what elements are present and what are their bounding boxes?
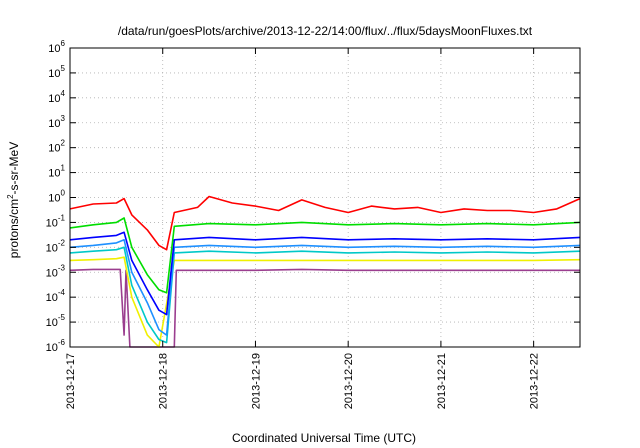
y-tick-exp: 3 bbox=[61, 114, 66, 123]
y-tick-label: 10-6 bbox=[46, 338, 66, 354]
x-tick-label: 2013-12-21 bbox=[436, 353, 448, 409]
y-tick-base: 10 bbox=[48, 68, 60, 80]
y-tick-label: 105 bbox=[48, 64, 65, 80]
y-tick-exp: 6 bbox=[61, 39, 66, 48]
y-tick-base: 10 bbox=[46, 342, 58, 354]
y-tick-label: 10-5 bbox=[46, 313, 66, 329]
series-line-5 bbox=[69, 256, 581, 348]
series-lines bbox=[69, 195, 581, 348]
x-tick-label: 2013-12-19 bbox=[250, 353, 262, 409]
y-tick-base: 10 bbox=[46, 217, 58, 229]
series-line-4 bbox=[69, 246, 581, 344]
x-tick-label: 2013-12-22 bbox=[529, 353, 541, 409]
y-tick-base: 10 bbox=[48, 193, 60, 205]
y-tick-base: 10 bbox=[48, 43, 60, 55]
y-axis-label-after: -s-sr-MeV bbox=[7, 142, 21, 195]
y-tick-exp: 2 bbox=[61, 139, 66, 148]
y-axis-label: protons/cm2-s-sr-MeV bbox=[6, 142, 21, 258]
y-tick-base: 10 bbox=[48, 168, 60, 180]
y-tick-label: 100 bbox=[48, 189, 65, 205]
series-line-1 bbox=[69, 217, 581, 294]
y-tick-label: 10-4 bbox=[46, 288, 66, 304]
series-line-2 bbox=[69, 231, 581, 316]
y-tick-base: 10 bbox=[46, 242, 58, 254]
y-tick-exp: -4 bbox=[58, 288, 66, 297]
y-tick-exp: -3 bbox=[58, 263, 66, 272]
y-tick-base: 10 bbox=[46, 267, 58, 279]
x-tick-label: 2013-12-17 bbox=[65, 353, 77, 409]
y-tick-base: 10 bbox=[48, 93, 60, 105]
y-tick-base: 10 bbox=[48, 143, 60, 155]
x-axis-label: Coordinated Universal Time (UTC) bbox=[232, 431, 416, 445]
y-tick-exp: -2 bbox=[58, 238, 66, 247]
y-tick-exp: -1 bbox=[58, 213, 66, 222]
y-tick-labels: 10-610-510-410-310-210-11001011021031041… bbox=[46, 39, 66, 354]
x-tick-label: 2013-12-18 bbox=[158, 353, 170, 409]
y-tick-exp: 5 bbox=[61, 64, 66, 73]
y-tick-base: 10 bbox=[48, 118, 60, 130]
y-tick-label: 10-3 bbox=[46, 263, 66, 279]
y-tick-exp: 0 bbox=[61, 189, 66, 198]
x-tick-label: 2013-12-20 bbox=[343, 353, 355, 409]
y-tick-label: 106 bbox=[48, 39, 65, 55]
y-tick-label: 10-2 bbox=[46, 238, 66, 254]
y-tick-label: 101 bbox=[48, 164, 65, 180]
series-line-3 bbox=[69, 239, 581, 336]
y-tick-label: 102 bbox=[48, 139, 65, 155]
series-line-0 bbox=[69, 195, 581, 251]
y-tick-exp: 1 bbox=[61, 164, 66, 173]
y-tick-exp: -6 bbox=[58, 338, 66, 347]
y-tick-base: 10 bbox=[46, 317, 58, 329]
y-tick-label: 103 bbox=[48, 114, 65, 130]
plot-frame bbox=[69, 47, 581, 348]
y-axis-label-sup: 2 bbox=[6, 194, 15, 199]
y-tick-exp: 4 bbox=[61, 89, 66, 98]
y-tick-label: 10-1 bbox=[46, 213, 66, 229]
axes bbox=[69, 47, 581, 348]
y-tick-base: 10 bbox=[46, 292, 58, 304]
series-line-6 bbox=[69, 268, 580, 348]
x-tick-labels: 2013-12-17 2013-12-18 2013-12-19 2013-12-20… bbox=[65, 353, 541, 409]
chart-title: /data/run/goesPlots/archive/2013-12-22/1… bbox=[118, 24, 533, 38]
y-tick-label: 104 bbox=[48, 89, 65, 105]
y-tick-exp: -5 bbox=[58, 313, 66, 322]
y-axis-label-before: protons/cm bbox=[7, 199, 21, 258]
